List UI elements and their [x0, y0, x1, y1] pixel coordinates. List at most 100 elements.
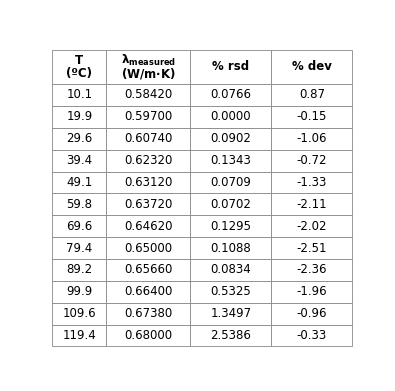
- Text: 0.58420: 0.58420: [124, 88, 173, 102]
- Bar: [271, 128, 352, 150]
- Text: -2.51: -2.51: [297, 242, 327, 255]
- Text: 0.0702: 0.0702: [211, 198, 251, 211]
- Text: 69.6: 69.6: [66, 220, 92, 233]
- Text: 49.1: 49.1: [66, 176, 92, 189]
- Bar: [106, 106, 190, 128]
- Bar: [271, 106, 352, 128]
- Bar: [106, 172, 190, 194]
- Text: (ºC): (ºC): [66, 67, 92, 80]
- Text: 0.5325: 0.5325: [211, 285, 251, 298]
- Bar: [271, 194, 352, 215]
- Bar: [190, 215, 271, 237]
- Bar: [53, 50, 106, 84]
- Bar: [106, 281, 190, 303]
- Bar: [106, 128, 190, 150]
- Bar: [53, 303, 106, 325]
- Text: 2.5386: 2.5386: [211, 329, 251, 342]
- Text: 0.59700: 0.59700: [124, 110, 173, 123]
- Text: 0.1295: 0.1295: [211, 220, 252, 233]
- Text: % dev: % dev: [292, 61, 332, 74]
- Text: 0.0709: 0.0709: [211, 176, 251, 189]
- Bar: [53, 106, 106, 128]
- Bar: [190, 106, 271, 128]
- Bar: [106, 259, 190, 281]
- Text: 0.1088: 0.1088: [211, 242, 251, 255]
- Text: 39.4: 39.4: [66, 154, 92, 167]
- Text: 0.68000: 0.68000: [124, 329, 173, 342]
- Text: 79.4: 79.4: [66, 242, 92, 255]
- Text: 1.3497: 1.3497: [211, 307, 252, 320]
- Text: -1.06: -1.06: [297, 132, 327, 145]
- Text: 0.66400: 0.66400: [124, 285, 173, 298]
- Text: 0.62320: 0.62320: [124, 154, 173, 167]
- Text: 0.0834: 0.0834: [211, 264, 251, 276]
- Text: -2.02: -2.02: [297, 220, 327, 233]
- Bar: [53, 172, 106, 194]
- Bar: [190, 50, 271, 84]
- Bar: [271, 215, 352, 237]
- Text: 109.6: 109.6: [63, 307, 96, 320]
- Text: 0.1343: 0.1343: [211, 154, 251, 167]
- Bar: [53, 325, 106, 346]
- Bar: [106, 325, 190, 346]
- Text: $\mathbf{\lambda}_\mathbf{measured}$: $\mathbf{\lambda}_\mathbf{measured}$: [121, 53, 176, 68]
- Text: 0.64620: 0.64620: [124, 220, 173, 233]
- Text: 10.1: 10.1: [66, 88, 92, 102]
- Bar: [53, 259, 106, 281]
- Bar: [271, 325, 352, 346]
- Text: -2.36: -2.36: [297, 264, 327, 276]
- Text: 0.67380: 0.67380: [124, 307, 173, 320]
- Bar: [106, 194, 190, 215]
- Text: -2.11: -2.11: [297, 198, 327, 211]
- Bar: [53, 237, 106, 259]
- Text: -0.33: -0.33: [297, 329, 327, 342]
- Bar: [106, 84, 190, 106]
- Text: 0.87: 0.87: [299, 88, 325, 102]
- Text: -0.96: -0.96: [297, 307, 327, 320]
- Bar: [106, 50, 190, 84]
- Bar: [106, 215, 190, 237]
- Bar: [190, 194, 271, 215]
- Bar: [53, 215, 106, 237]
- Bar: [271, 84, 352, 106]
- Text: 89.2: 89.2: [66, 264, 92, 276]
- Text: 0.60740: 0.60740: [124, 132, 173, 145]
- Text: % rsd: % rsd: [213, 61, 250, 74]
- Text: 119.4: 119.4: [62, 329, 96, 342]
- Text: $\mathbf{(W/m{\cdot}K)}$: $\mathbf{(W/m{\cdot}K)}$: [121, 66, 176, 81]
- Bar: [106, 303, 190, 325]
- Bar: [190, 281, 271, 303]
- Text: 19.9: 19.9: [66, 110, 92, 123]
- Bar: [190, 172, 271, 194]
- Text: 0.65660: 0.65660: [124, 264, 173, 276]
- Bar: [190, 84, 271, 106]
- Text: -1.33: -1.33: [297, 176, 327, 189]
- Text: T: T: [75, 54, 83, 67]
- Bar: [190, 259, 271, 281]
- Text: 99.9: 99.9: [66, 285, 92, 298]
- Bar: [271, 237, 352, 259]
- Bar: [271, 50, 352, 84]
- Bar: [53, 128, 106, 150]
- Text: 0.65000: 0.65000: [124, 242, 173, 255]
- Bar: [53, 281, 106, 303]
- Text: 0.0902: 0.0902: [211, 132, 251, 145]
- Bar: [271, 259, 352, 281]
- Bar: [190, 325, 271, 346]
- Bar: [190, 150, 271, 172]
- Text: 0.0766: 0.0766: [211, 88, 252, 102]
- Bar: [53, 84, 106, 106]
- Text: -0.15: -0.15: [297, 110, 327, 123]
- Bar: [106, 237, 190, 259]
- Bar: [190, 128, 271, 150]
- Bar: [53, 194, 106, 215]
- Bar: [106, 150, 190, 172]
- Bar: [53, 150, 106, 172]
- Text: 29.6: 29.6: [66, 132, 92, 145]
- Text: 0.63120: 0.63120: [124, 176, 173, 189]
- Bar: [190, 303, 271, 325]
- Text: 59.8: 59.8: [66, 198, 92, 211]
- Text: -1.96: -1.96: [297, 285, 327, 298]
- Text: 0.63720: 0.63720: [124, 198, 173, 211]
- Bar: [271, 150, 352, 172]
